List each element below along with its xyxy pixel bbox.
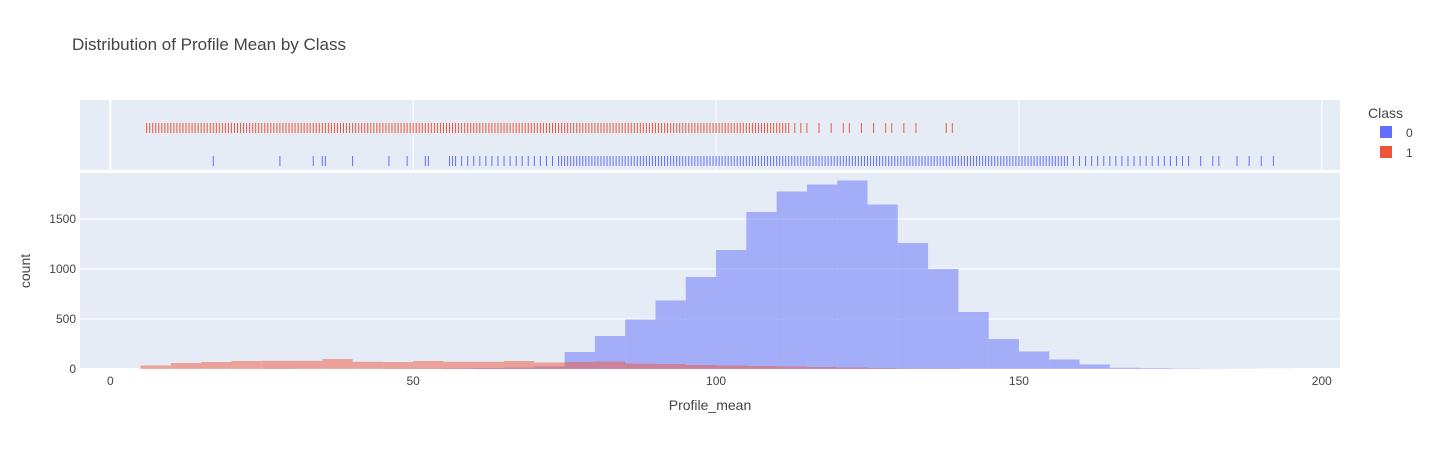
legend: Class 0 1	[1368, 105, 1413, 160]
legend-title: Class	[1368, 105, 1403, 121]
histogram-bar-class-1	[322, 359, 353, 369]
histogram-bar-class-1	[292, 360, 323, 369]
histogram-bar-class-1	[655, 364, 686, 369]
rug-marks	[146, 123, 1274, 166]
histogram-bar-class-0	[1170, 368, 1201, 369]
histogram-bar-class-0	[776, 191, 807, 369]
y-tick-label: 1000	[49, 262, 76, 276]
histogram-bar-class-1	[625, 363, 656, 369]
x-tick-label: 50	[406, 374, 420, 388]
histogram-bar-class-0	[1140, 368, 1171, 369]
legend-label-class-1: 1	[1406, 146, 1413, 160]
y-tick-label: 0	[69, 362, 76, 376]
legend-item-class-1[interactable]: 1	[1380, 146, 1413, 160]
x-axis-ticks: 0 50 100 150 200	[107, 374, 1332, 388]
legend-swatch-class-0	[1380, 126, 1392, 138]
histogram-bar-class-1	[413, 361, 444, 369]
legend-swatch-class-1	[1380, 146, 1392, 158]
y-axis-ticks: 0 500 1000 1500	[49, 212, 76, 376]
histogram-bar-class-1	[473, 361, 505, 369]
histogram-bar-class-1	[443, 361, 474, 369]
histogram-bar-class-1	[716, 365, 747, 369]
rug-panel	[80, 100, 1340, 170]
x-axis-title: Profile_mean	[669, 397, 752, 413]
histogram-bar-class-1	[140, 365, 171, 369]
histogram-bar-class-0	[1079, 364, 1110, 369]
histogram-bar-class-1	[352, 361, 383, 369]
histogram-bar-class-1	[201, 362, 232, 369]
histogram-bar-class-1	[685, 365, 717, 369]
histogram-bar-class-1	[564, 362, 595, 369]
histogram-bar-class-0	[928, 269, 959, 369]
histogram-bar-class-0	[837, 180, 868, 369]
x-tick-label: 0	[107, 374, 114, 388]
histogram-bar-class-1	[776, 366, 807, 369]
chart-title: Distribution of Profile Mean by Class	[72, 35, 346, 54]
histogram-bars	[140, 180, 1292, 369]
histogram-bar-class-0	[806, 184, 838, 369]
x-tick-label: 200	[1312, 374, 1332, 388]
histogram-bar-class-1	[837, 367, 868, 369]
x-tick-label: 150	[1009, 374, 1029, 388]
histogram-bar-class-1	[261, 360, 293, 369]
histogram-bar-class-0	[655, 300, 686, 369]
histogram-bar-class-1	[534, 362, 565, 369]
histogram-bar-class-0	[897, 243, 929, 369]
x-tick-label: 100	[706, 374, 726, 388]
histogram-bar-class-0	[746, 212, 777, 369]
histogram-bar-class-1	[746, 366, 777, 369]
histogram-bar-class-0	[867, 204, 898, 369]
histogram-bar-class-1	[594, 361, 626, 369]
legend-label-class-0: 0	[1406, 126, 1413, 140]
histogram-panel: 0 500 1000 1500 0 50 100 150 200	[49, 173, 1340, 388]
histogram-bar-class-1	[867, 368, 898, 369]
legend-item-class-0[interactable]: 0	[1380, 126, 1413, 140]
histogram-bar-class-1	[231, 361, 262, 369]
histogram-bar-class-0	[1018, 351, 1050, 369]
histogram-bar-class-0	[988, 339, 1019, 369]
histogram-bar-class-0	[1109, 367, 1141, 369]
histogram-bar-class-1	[504, 361, 535, 369]
histogram-bar-class-0	[1049, 359, 1080, 369]
histogram-bar-class-0	[716, 250, 747, 369]
histogram-bar-class-1	[806, 367, 838, 369]
histogram-bar-class-1	[170, 363, 202, 369]
histogram-bar-class-0	[685, 277, 717, 369]
y-tick-label: 1500	[49, 212, 76, 226]
histogram-bar-class-0	[625, 319, 656, 369]
histogram-bar-class-0	[958, 312, 989, 369]
y-tick-label: 500	[56, 312, 76, 326]
y-axis-title: count	[17, 254, 33, 288]
histogram-bar-class-1	[382, 362, 414, 369]
